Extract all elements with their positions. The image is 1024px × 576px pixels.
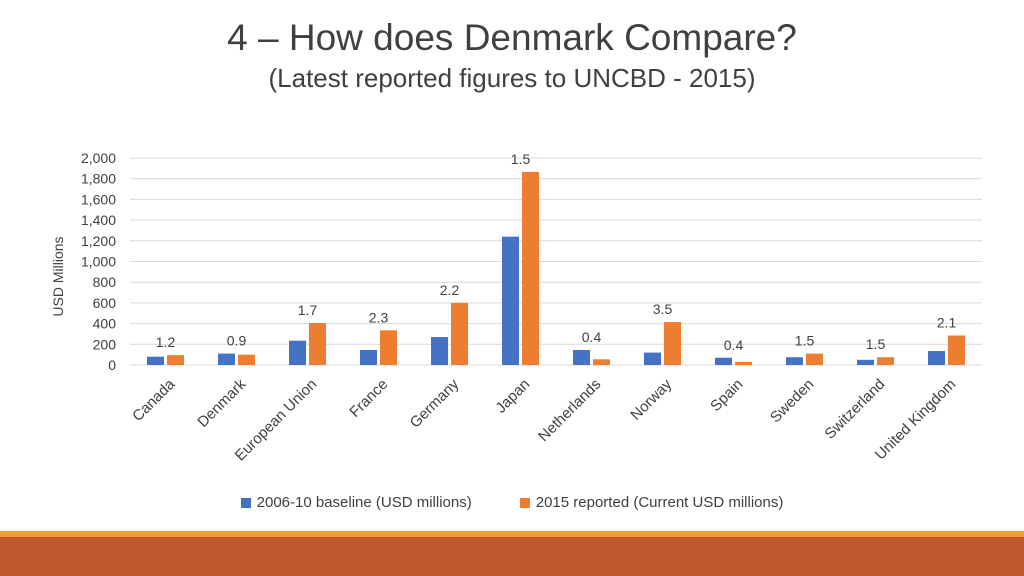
bar-baseline [786, 357, 803, 365]
y-tick-label: 1,800 [81, 171, 116, 187]
x-tick-label: Canada [129, 375, 179, 425]
page-subtitle: (Latest reported figures to UNCBD - 2015… [268, 63, 756, 93]
data-label: 0.4 [582, 329, 602, 345]
bar-reported [451, 302, 468, 365]
y-tick-label: 400 [93, 316, 117, 332]
y-axis-label: USD Millions [50, 236, 66, 316]
bar-reported [167, 355, 184, 365]
bar-baseline [573, 349, 590, 365]
data-label: 1.2 [156, 334, 176, 350]
bar-reported [735, 361, 752, 365]
footer-accent-line [0, 531, 1024, 537]
bar-reported [380, 330, 397, 365]
bar-reported [664, 322, 681, 365]
x-tick-label: Norway [627, 375, 675, 423]
bar-baseline [928, 351, 945, 365]
legend-item-reported: 2015 reported (Current USD millions) [519, 494, 784, 511]
y-tick-label: 0 [108, 357, 116, 373]
bar-baseline [218, 353, 235, 365]
bar-reported [238, 354, 255, 365]
bar-baseline [857, 359, 874, 365]
bar-baseline [431, 337, 448, 365]
y-tick-label: 2,000 [81, 150, 116, 166]
bar-baseline [147, 356, 164, 365]
bar-reported [593, 359, 610, 365]
legend-swatch-reported [519, 497, 530, 508]
x-tick-label: France [346, 376, 391, 421]
bar-reported [309, 323, 326, 365]
bar-reported [877, 357, 894, 365]
data-label: 0.9 [227, 333, 247, 349]
x-tick-label: Germany [407, 375, 463, 431]
data-label: 2.2 [440, 282, 460, 298]
y-tick-label: 200 [93, 336, 117, 352]
legend-label-reported: 2015 reported (Current USD millions) [535, 494, 784, 511]
y-tick-label: 600 [93, 295, 117, 311]
data-label: 1.5 [866, 336, 886, 352]
page-title: 4 – How does Denmark Compare? [227, 17, 797, 58]
legend-item-baseline: 2006-10 baseline (USD millions) [240, 494, 472, 511]
data-label: 1.5 [511, 151, 531, 167]
y-tick-label: 800 [93, 274, 117, 290]
y-tick-label: 1,400 [81, 212, 116, 228]
bar-baseline [289, 340, 306, 365]
bar-reported [948, 335, 965, 365]
data-label: 1.7 [298, 302, 318, 318]
legend-label-baseline: 2006-10 baseline (USD millions) [256, 494, 472, 511]
x-tick-label: Japan [492, 376, 533, 417]
data-label: 2.3 [369, 309, 389, 325]
data-label: 0.4 [724, 337, 744, 353]
footer-band [0, 537, 1024, 576]
x-tick-label: Denmark [194, 375, 249, 430]
bar-baseline [715, 357, 732, 365]
data-label: 3.5 [653, 301, 673, 317]
x-tick-label: Switzerland [821, 376, 888, 443]
bar-reported [522, 171, 539, 365]
x-tick-label: Spain [707, 376, 746, 415]
y-tick-label: 1,200 [81, 233, 116, 249]
y-tick-label: 1,600 [81, 191, 116, 207]
chart-legend: 2006-10 baseline (USD millions) 2015 rep… [0, 494, 1024, 511]
bar-baseline [644, 352, 661, 365]
data-label: 1.5 [795, 333, 815, 349]
x-tick-label: Netherlands [535, 376, 604, 445]
y-tick-label: 1,000 [81, 254, 116, 270]
bar-reported [806, 353, 823, 365]
x-tick-label: Sweden [767, 376, 817, 426]
bar-baseline [360, 349, 377, 365]
legend-swatch-baseline [240, 497, 251, 508]
data-label: 2.1 [937, 315, 957, 331]
bar-baseline [502, 236, 519, 365]
